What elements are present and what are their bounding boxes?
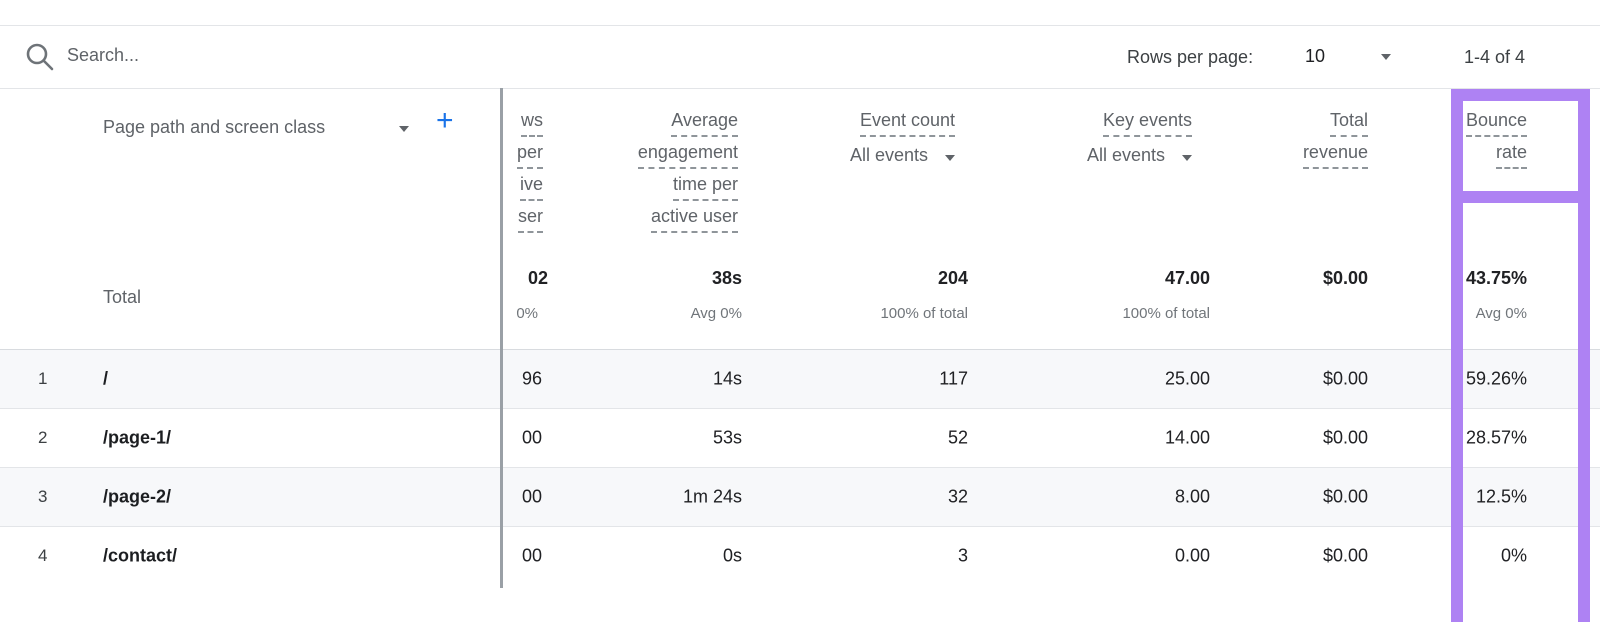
search-icon: [26, 43, 54, 71]
search-input[interactable]: Search...: [67, 45, 140, 65]
key-events-filter[interactable]: All events: [1087, 145, 1192, 177]
totals-total-revenue: $0.00: [1322, 268, 1368, 288]
row-key-events: 14.00: [1164, 427, 1210, 448]
dimension-caret-icon[interactable]: [399, 126, 409, 132]
row-event-count: 32: [947, 486, 968, 507]
totals-event-count-sub: 100% of total: [880, 305, 968, 322]
row-index: 4: [38, 546, 48, 565]
totals-key-events: 47.00: [1164, 268, 1210, 288]
rows-per-page-value[interactable]: 10: [1305, 46, 1326, 66]
col-views-clipped-header[interactable]: ws: [521, 110, 543, 142]
col-views-clipped-header[interactable]: per: [516, 142, 543, 174]
row-path: /page-1/: [103, 427, 172, 448]
filter-caret-icon: [945, 155, 955, 161]
row-event-count: 3: [957, 545, 968, 566]
col-avg-engagement-header[interactable]: Average: [671, 110, 738, 142]
totals-views-clipped: 02: [527, 268, 548, 288]
row-key-events: 25.00: [1164, 368, 1210, 389]
row-index: 1: [38, 369, 48, 388]
table-row: 3 /page-2/ 00 1m 24s 32 8.00 $0.00 12.5%: [0, 468, 1600, 526]
row-avg-engagement: 53s: [712, 427, 742, 448]
col-views-clipped-header[interactable]: ive: [519, 174, 543, 206]
row-path: /contact/: [103, 545, 178, 566]
row-index: 3: [38, 487, 48, 506]
rows-per-page-label: Rows per page:: [1127, 47, 1254, 67]
totals-label: Total: [103, 287, 142, 307]
toolbar-bottom-divider: [0, 88, 1600, 89]
col-event-count-header[interactable]: Event count: [859, 110, 955, 142]
row-divider: [0, 467, 1600, 468]
filter-caret-icon: [1182, 155, 1192, 161]
row-bounce-rate: 28.57%: [1465, 427, 1527, 448]
row-total-revenue: $0.00: [1322, 427, 1368, 448]
totals-avg-engagement: 38s: [711, 268, 742, 288]
totals-key-events-sub: 100% of total: [1122, 305, 1210, 322]
row-divider: [0, 526, 1600, 527]
col-total-revenue-header[interactable]: Total: [1329, 110, 1368, 142]
row-divider: [0, 408, 1600, 409]
rows-per-page-caret-icon[interactable]: [1381, 54, 1391, 60]
add-comparison-plus-icon[interactable]: +: [436, 104, 454, 137]
row-bounce-rate: 59.26%: [1465, 368, 1527, 389]
event-count-filter[interactable]: All events: [850, 145, 955, 177]
row-avg-engagement: 1m 24s: [682, 486, 742, 507]
col-bounce-rate-header[interactable]: rate: [1495, 142, 1527, 174]
col-bounce-rate-header[interactable]: Bounce: [1465, 110, 1527, 142]
table-row: 4 /contact/ 00 0s 3 0.00 $0.00 0%: [0, 527, 1600, 585]
totals-views-sub: 0%: [516, 305, 538, 322]
col-key-events-header[interactable]: Key events: [1102, 110, 1192, 142]
row-index: 2: [38, 428, 48, 447]
col-avg-engagement-header[interactable]: engagement: [637, 142, 738, 174]
col-views-clipped-header[interactable]: ser: [517, 206, 543, 238]
table-row: 1 / 96 14s 117 25.00 $0.00 59.26%: [0, 350, 1600, 408]
row-key-events: 0.00: [1174, 545, 1210, 566]
row-path: /: [103, 368, 109, 389]
row-total-revenue: $0.00: [1322, 545, 1368, 566]
row-views-clipped: 00: [521, 486, 542, 507]
row-event-count: 52: [947, 427, 968, 448]
row-views-clipped: 00: [521, 427, 542, 448]
column-resize-handle[interactable]: [500, 88, 503, 588]
totals-bounce-rate-sub: Avg 0%: [1475, 305, 1527, 322]
totals-event-count: 204: [937, 268, 968, 288]
col-total-revenue-header[interactable]: revenue: [1302, 142, 1368, 174]
totals-avg-engagement-sub: Avg 0%: [690, 305, 742, 322]
table-row: 2 /page-1/ 00 53s 52 14.00 $0.00 28.57%: [0, 409, 1600, 467]
dimension-header[interactable]: Page path and screen class: [103, 117, 326, 137]
toolbar-top-divider: [0, 25, 1600, 26]
row-avg-engagement: 0s: [722, 545, 742, 566]
row-bounce-rate: 12.5%: [1475, 486, 1527, 507]
row-path: /page-2/: [103, 486, 172, 507]
row-key-events: 8.00: [1174, 486, 1210, 507]
row-total-revenue: $0.00: [1322, 368, 1368, 389]
pagination-status: 1-4 of 4: [1464, 47, 1526, 67]
bounce-rate-highlight-header-divider: [1451, 191, 1590, 203]
row-bounce-rate: 0%: [1500, 545, 1527, 566]
row-event-count: 117: [939, 368, 968, 389]
col-avg-engagement-header[interactable]: active user: [650, 206, 738, 238]
col-avg-engagement-header[interactable]: time per: [672, 174, 738, 206]
row-total-revenue: $0.00: [1322, 486, 1368, 507]
bounce-rate-highlight-box: [1451, 89, 1590, 622]
totals-bounce-rate: 43.75%: [1465, 268, 1527, 288]
row-views-clipped: 96: [521, 368, 542, 389]
row-views-clipped: 00: [521, 545, 542, 566]
table-divider: [0, 349, 1600, 350]
row-avg-engagement: 14s: [712, 368, 742, 389]
